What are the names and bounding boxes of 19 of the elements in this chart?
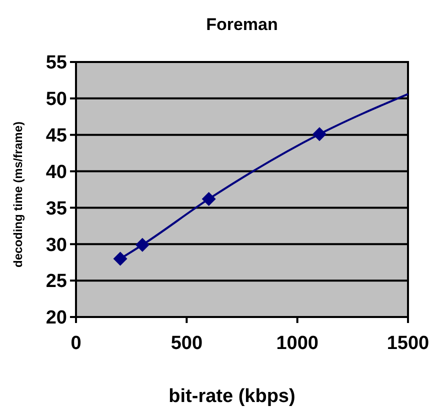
x-axis-title: bit-rate (kbps) bbox=[168, 386, 296, 407]
y-tick-label: 30 bbox=[46, 234, 67, 256]
x-tick-label: 1000 bbox=[276, 333, 318, 354]
y-tick-label: 40 bbox=[46, 162, 67, 183]
point bbox=[202, 192, 216, 206]
point bbox=[113, 252, 128, 266]
x-tick-label: 500 bbox=[170, 333, 203, 354]
y-tick-label: 45 bbox=[46, 126, 68, 147]
y-tick-label: 50 bbox=[46, 89, 67, 110]
point bbox=[135, 238, 150, 252]
chart-title: Foreman bbox=[206, 15, 278, 34]
point bbox=[312, 127, 326, 142]
x-tick-label: 0 bbox=[70, 333, 82, 354]
y-axis-title: decoding time (ms/frame) bbox=[11, 121, 25, 268]
y-tick-label: 55 bbox=[46, 52, 68, 74]
y-tick-label: 20 bbox=[46, 308, 67, 329]
y-tick-label: 25 bbox=[46, 271, 68, 292]
x-tick-label: 1500 bbox=[386, 333, 430, 354]
y-tick-label: 35 bbox=[46, 198, 68, 220]
